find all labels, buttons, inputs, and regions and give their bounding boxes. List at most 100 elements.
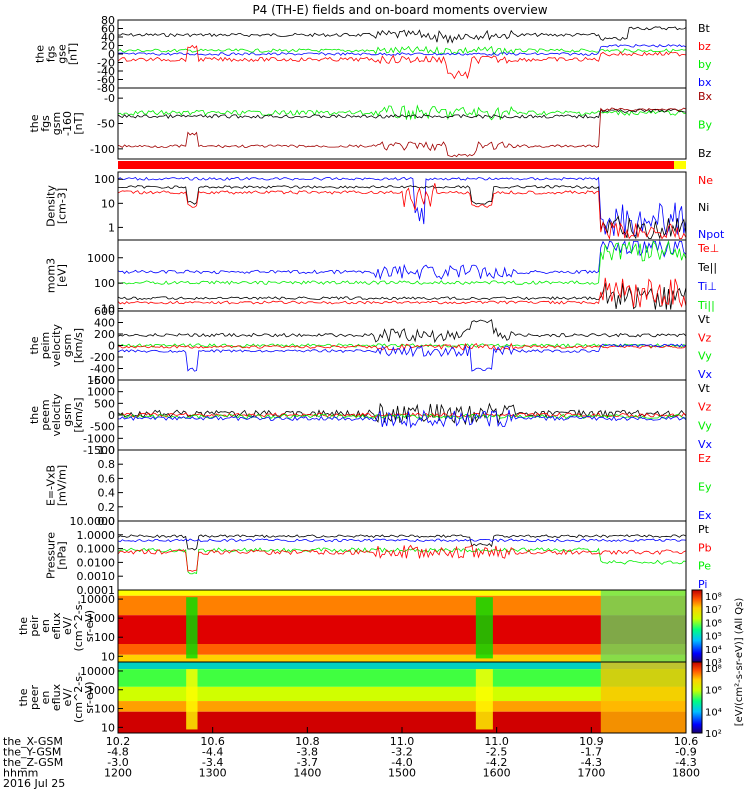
xaxis-value: -3.0	[107, 756, 128, 769]
xaxis-value: 1500	[388, 767, 416, 780]
y-axis-label-line: en	[39, 619, 52, 633]
y-tick-label: 1000	[87, 386, 115, 399]
y-axis-label-line: [km/s]	[72, 328, 85, 363]
panels-group: 806040200-20-40-60-80thefgsgse[nT]Btbzby…	[17, 14, 725, 734]
y-tick-label: -600	[90, 374, 115, 387]
y-axis-label-line: -160	[61, 111, 74, 136]
y-axis-label-line: peer	[28, 685, 41, 711]
y-tick-label: 80	[101, 14, 115, 27]
y-axis-label-line: peim	[39, 332, 52, 360]
spectrogram-band	[118, 595, 686, 616]
y-tick-label: 100	[94, 277, 115, 290]
y-axis-label-line: eV/	[61, 688, 74, 706]
legend-Te⊥: Te⊥	[697, 242, 719, 255]
spectrogram-band	[118, 654, 686, 662]
xaxis-row-label: the_Z-GSM	[3, 756, 63, 769]
spectrogram-band	[118, 669, 686, 687]
y-axis-label-line: the	[34, 45, 47, 63]
colorbar-tick: 10⁸	[705, 592, 722, 603]
y-axis-label-line: sr-eV)	[83, 610, 96, 642]
spectrogram-event	[475, 669, 493, 730]
series-line-black	[117, 282, 687, 310]
y-tick-label: -1000	[83, 432, 115, 445]
y-tick-label: 100	[94, 173, 115, 186]
y-axis-label: thepeerenefluxeV/(cm^2-s-sr-eV)	[17, 672, 96, 723]
series-line-black	[117, 185, 687, 240]
y-tick-label: -1500	[83, 444, 115, 457]
legend-Ni: Ni	[698, 201, 709, 214]
page-title: P4 (TH-E) fields and on-board moments ov…	[252, 3, 547, 17]
x-axis-table: the_X-GSM 10.2 10.6 10.8 11.0 11.0 10.9 10.6 the…	[3, 727, 700, 790]
y-axis-label-line: [cm-3]	[56, 188, 69, 224]
y-axis-label-line: [mV/m]	[56, 465, 69, 506]
xaxis-value: -2.5	[486, 746, 507, 759]
xaxis-value: -1.7	[581, 746, 602, 759]
legend-Pb: Pb	[698, 541, 712, 554]
xaxis-value: 10.8	[295, 735, 320, 748]
spectrogram-event	[186, 597, 198, 659]
panel-6: 1.00.80.6 0.40.20.0 E=-VxB[mV/m] Ez Ey Ex	[45, 444, 712, 528]
y-axis-label: E=-VxB[mV/m]	[45, 465, 69, 506]
y-tick-label: 10000	[80, 593, 115, 606]
y-axis-label-line: mom3	[45, 258, 58, 293]
y-axis-label-line: eV/	[61, 617, 74, 635]
xaxis-value: 1700	[577, 767, 605, 780]
legend-Ti⊥: Ti⊥	[697, 280, 717, 293]
y-axis-label-line: en	[39, 691, 52, 705]
y-axis-label: thepeirenefluxeV/(cm^2-s-sr-eV)	[17, 601, 96, 652]
y-axis-label-line: Pressure	[45, 532, 58, 579]
xaxis-value: -4.8	[107, 746, 128, 759]
y-axis-label-line: fgs	[45, 45, 58, 62]
y-axis-label: Pressure[nPa]	[45, 532, 69, 579]
y-axis-label-line: peir	[28, 615, 41, 637]
y-tick-label: 10	[101, 197, 115, 210]
colorbar-tick: 10³	[705, 658, 722, 669]
y-axis-label: Density[cm-3]	[45, 185, 69, 227]
xaxis-value: 10.6	[674, 735, 699, 748]
y-axis-label-line: eflux	[50, 612, 63, 640]
xaxis-row-label: the_Y-GSM	[3, 746, 61, 759]
colorbar-label: [eV/(cm²-s-sr-eV)] (All Qs)	[734, 598, 745, 727]
legend-Ez: Ez	[698, 452, 711, 465]
xaxis-row-label: the_X-GSM	[3, 735, 63, 748]
xaxis-value: -4.0	[391, 756, 412, 769]
legend-Ey: Ey	[698, 481, 712, 494]
series-line-black	[117, 319, 687, 344]
y-tick-label: 40	[101, 31, 115, 44]
y-tick-label: 10	[101, 650, 115, 663]
xaxis-value: -4.3	[581, 756, 602, 769]
y-tick-label: 600	[94, 305, 115, 318]
y-tick-label: 1000	[87, 252, 115, 265]
series-line-green	[117, 104, 687, 121]
y-axis-label-line: [eV]	[56, 264, 69, 287]
xaxis-value: -3.4	[202, 756, 223, 769]
y-tick-label: 500	[94, 397, 115, 410]
y-tick-label: 20	[101, 40, 115, 53]
legend-bz: bz	[698, 40, 711, 53]
spectrogram-band	[118, 644, 686, 655]
series-line-red	[117, 183, 687, 240]
y-axis-label-line: Density	[45, 185, 58, 227]
y-axis-label-line: [km/s]	[72, 397, 85, 432]
y-tick-label: -60	[97, 74, 115, 87]
y-axis-label: thefgsgsm-160[nT]	[28, 111, 85, 136]
y-tick-label: 1	[108, 221, 115, 234]
legend-by: by	[698, 58, 712, 71]
xaxis-date: 2016 Jul 25	[3, 777, 65, 790]
colorbar-tick: 10⁴	[705, 645, 722, 656]
series-line-black	[117, 108, 687, 119]
y-tick-label: 400	[94, 317, 115, 330]
legend-Bz: Bz	[698, 147, 712, 160]
colorbar-tick: 10⁸	[705, 664, 722, 675]
xaxis-row-label: hhmm	[3, 767, 38, 780]
xaxis-value: 1300	[199, 767, 227, 780]
xaxis-value: 11.0	[484, 735, 509, 748]
legend-Te||: Te||	[697, 261, 717, 274]
xaxis-value: 10.9	[579, 735, 604, 748]
colorbar-tick: 10⁶	[705, 618, 722, 629]
y-tick-label: -400	[90, 363, 115, 376]
spectrogram-event	[475, 597, 493, 659]
y-axis-label-line: gsm	[61, 334, 74, 357]
y-axis-label-line: gsm	[50, 112, 63, 135]
